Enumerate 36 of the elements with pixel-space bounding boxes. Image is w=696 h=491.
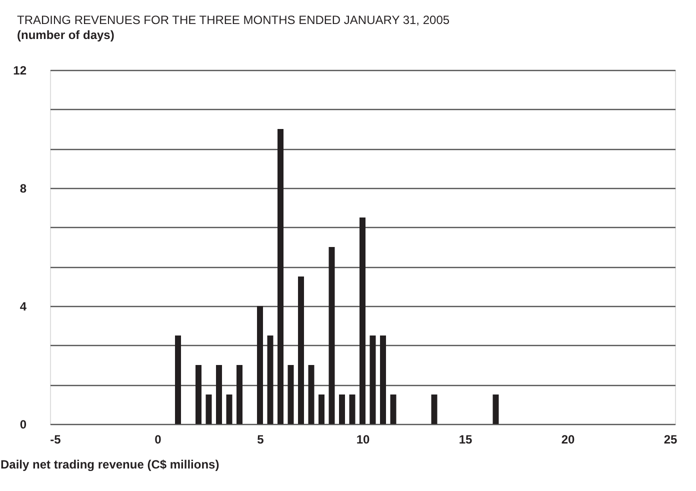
bar	[370, 336, 376, 424]
bar	[236, 365, 242, 424]
bar	[298, 276, 304, 424]
bar	[328, 247, 335, 424]
bar	[339, 394, 345, 424]
x-tick-label: 25	[664, 432, 678, 446]
bar	[360, 218, 366, 424]
bar	[196, 365, 202, 424]
bar	[390, 394, 396, 424]
bar	[278, 129, 284, 424]
x-tick-label: 20	[561, 432, 575, 446]
bar	[226, 394, 232, 424]
bar	[492, 394, 499, 424]
chart-subtitle: (number of days)	[17, 28, 114, 42]
x-tick-label: 5	[257, 432, 264, 446]
x-tick-label: -5	[50, 432, 62, 446]
bar	[267, 336, 274, 424]
bar	[175, 336, 181, 424]
x-axis-title: Daily net trading revenue (C$ millions)	[0, 458, 220, 472]
y-tick-label: 8	[20, 182, 27, 196]
x-tick-label: 10	[356, 432, 370, 446]
y-tick-label: 4	[20, 300, 27, 314]
y-tick-label: 12	[13, 64, 27, 78]
bar	[318, 394, 324, 424]
chart-title: TRADING REVENUES FOR THE THREE MONTHS ENDED JANUARY 31, 2005	[17, 13, 450, 27]
bar	[288, 365, 294, 424]
bar	[216, 365, 222, 424]
x-tick-label: 0	[154, 432, 162, 446]
y-tick-label: 0	[20, 418, 27, 432]
bar	[308, 365, 314, 424]
bar	[431, 394, 438, 424]
bar	[349, 394, 356, 424]
bar	[257, 306, 263, 424]
bar	[206, 394, 212, 424]
x-tick-label: 15	[458, 432, 472, 446]
bar	[380, 336, 386, 424]
